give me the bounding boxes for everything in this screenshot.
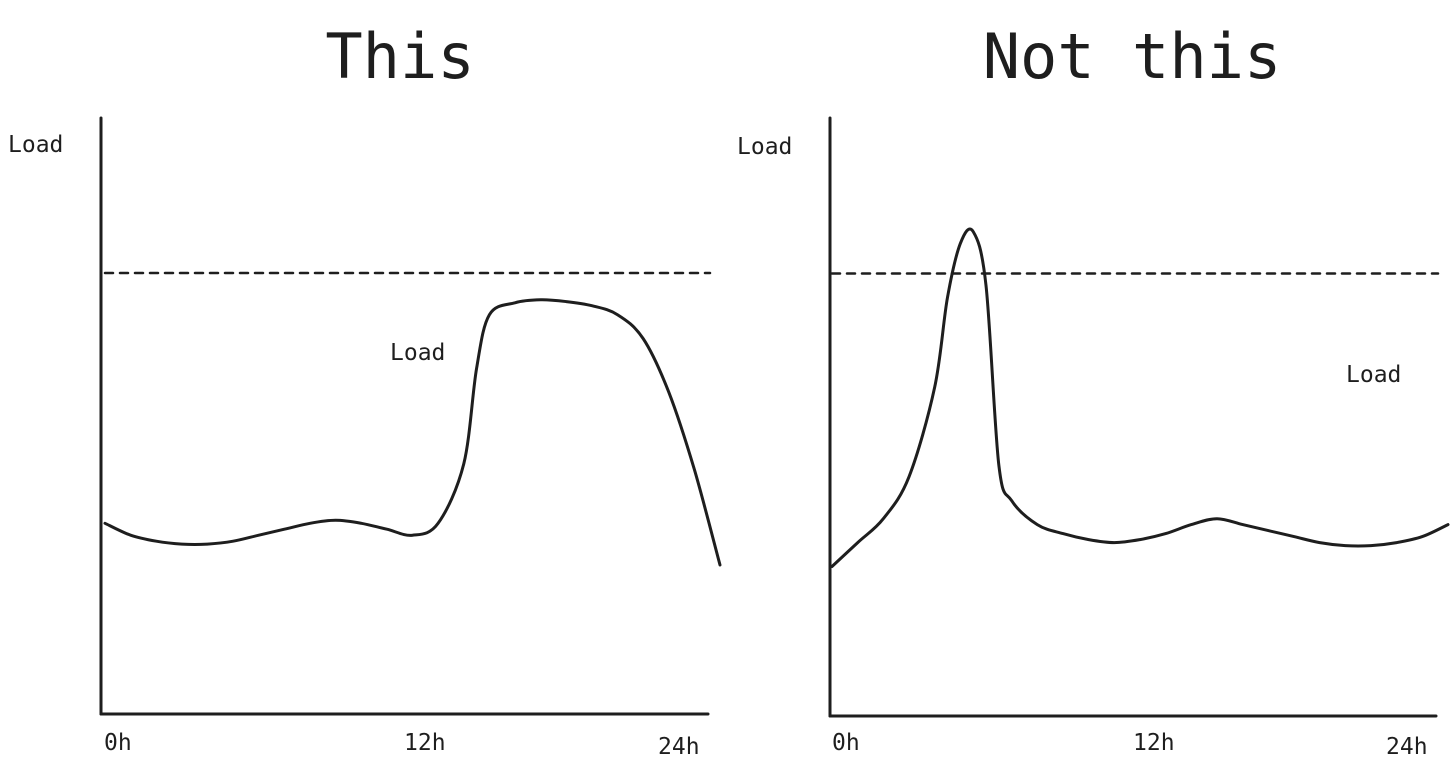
x-tick-label: 0h — [104, 730, 132, 756]
y-axis-label: Load — [737, 134, 792, 160]
x-tick-label: 24h — [1386, 734, 1428, 760]
x-tick-label: 24h — [658, 734, 700, 760]
series-line — [830, 227, 1450, 568]
x-tick-label: 12h — [1133, 730, 1175, 756]
chart-title: Not this — [983, 20, 1282, 93]
x-tick-label: 0h — [832, 730, 860, 756]
series-label: Load — [1346, 362, 1401, 388]
series-label: Load — [390, 340, 445, 366]
chart-title: This — [325, 20, 474, 93]
chart-not-this: Not this Load Load 0h 12h 24h — [737, 20, 1450, 760]
y-axis-label: Load — [8, 132, 63, 158]
x-tick-label: 12h — [404, 730, 446, 756]
chart-this: This Load Load 0h 12h 24h — [8, 20, 722, 760]
series-line — [103, 298, 722, 567]
